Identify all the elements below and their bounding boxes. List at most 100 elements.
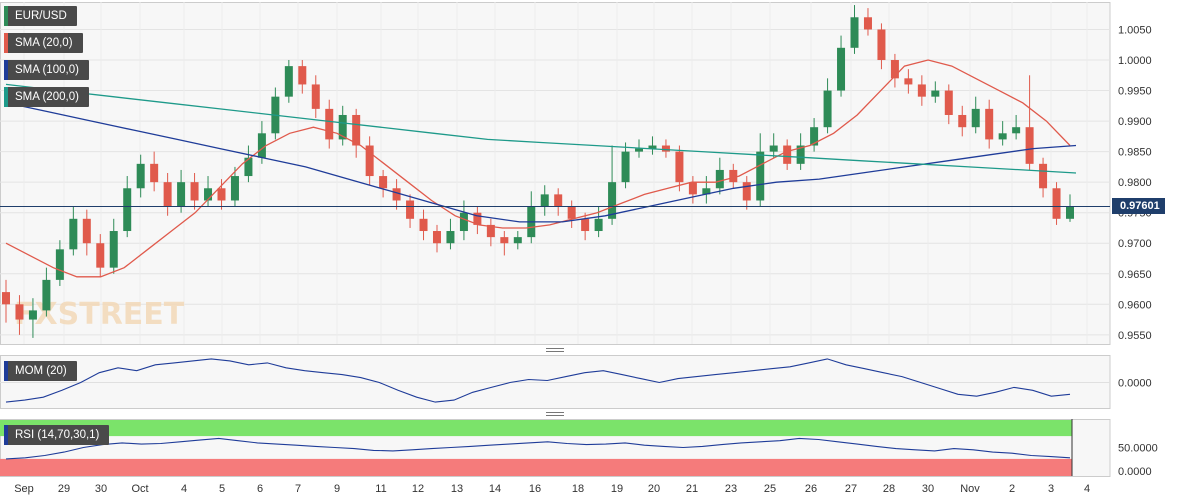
candle-body [608,182,617,219]
candle-body [1052,188,1061,219]
x-tick-label: Oct [131,483,148,495]
candle-body [1039,163,1048,189]
momentum-tick-label: 0.0000 [1118,377,1152,389]
candle-body [446,231,455,244]
x-tick-label: 11 [375,483,386,495]
legend-label: SMA (20,0) [15,37,73,49]
price-tick-label: 1.0000 [1118,55,1152,67]
candle-body [837,47,846,91]
candle-body [850,17,859,48]
x-tick-label: 23 [725,483,737,495]
legend-label: RSI (14,70,30,1) [15,429,100,441]
candle-body [123,188,132,232]
candle-body [486,224,495,238]
x-tick-label: 16 [529,483,541,495]
candle-body [473,212,482,225]
x-tick-label: 30 [95,483,107,495]
candle-body [944,90,953,115]
legend-sma200[interactable]: SMA (200,0) [4,87,89,107]
x-tick-label: 18 [572,483,584,495]
legend-label: SMA (100,0) [15,64,79,76]
candle-body [379,176,388,189]
candle-body [931,90,940,97]
legend-rsi[interactable]: RSI (14,70,30,1) [4,425,110,445]
candle-body [648,145,657,149]
candle-body [419,218,428,232]
candle-body [2,292,10,305]
panel-resize-handle [546,348,564,349]
price-tick-label: 0.9850 [1118,147,1152,159]
candle-body [69,218,78,250]
candle-body [1066,206,1074,219]
x-tick-label: 29 [58,483,70,495]
last-price-tag: 0.97601 [1112,198,1165,214]
candle-body [513,237,522,244]
legend-swatch [4,6,8,26]
x-tick-label: 5 [219,483,225,495]
legend-swatch [4,425,8,445]
x-tick-label: 4 [1084,483,1090,495]
legend-momentum[interactable]: MOM (20) [4,361,77,381]
legend-sma100[interactable]: SMA (100,0) [4,60,89,80]
candle-body [432,231,441,244]
x-tick-label: Nov [960,483,980,495]
x-tick-label: 6 [257,483,263,495]
candle-body [109,231,118,268]
legend-swatch [4,361,8,381]
price-tick-label: 0.9800 [1118,177,1152,189]
candle-body [392,188,401,201]
price-tick-label: 0.9700 [1118,238,1152,250]
main-panel-bg [0,2,1111,345]
candle-body [136,163,145,189]
price-tick-label: 1.0050 [1118,24,1152,36]
candle-body [877,29,886,61]
candle-body [540,194,549,207]
candle-body [890,60,899,79]
candle-body [352,114,361,146]
candle-body [823,90,832,128]
sma200-line [5,83,1077,174]
candle-body [985,108,994,140]
candle-body [42,279,51,311]
candle-body [1012,127,1021,134]
candle-body [567,206,576,219]
x-tick-label: 19 [611,483,623,495]
candle-body [365,145,374,177]
x-tick-label: 21 [686,483,698,495]
candle-body [783,145,792,164]
candle-body [204,188,213,201]
candle-body [1025,127,1034,164]
candle-body [702,188,711,195]
candle-body [55,249,64,280]
candle-body [325,108,334,140]
candle-body [150,163,159,183]
price-tick-label: 0.9600 [1118,299,1152,311]
candle-body [177,182,186,207]
candle-body [971,108,980,128]
x-tick-label: 30 [922,483,934,495]
x-tick-label: 25 [764,483,776,495]
legend-eurusd[interactable]: EUR/USD [4,6,77,26]
candle-body [311,84,320,109]
x-tick-label: 28 [883,483,895,495]
candle-body [96,243,105,268]
legend-swatch [4,60,8,80]
candle-body [715,169,724,189]
x-tick-label: 12 [412,483,424,495]
fxstreet-watermark: FXSTREET [14,297,185,332]
sma100-line [5,102,1077,223]
rsi-tick-label: 50.0000 [1118,443,1158,455]
candle-body [675,151,684,183]
candle-body [904,78,913,85]
x-tick-label: Sep [14,483,34,495]
price-tick-label: 0.9950 [1118,86,1152,98]
candle-body [661,145,670,152]
legend-sma20[interactable]: SMA (20,0) [4,33,83,53]
legend-label: SMA (200,0) [15,91,79,103]
candle-body [958,114,967,128]
legend-label: MOM (20) [15,365,67,377]
panel-resize-handle [546,415,564,416]
momentum-line [5,358,1071,403]
